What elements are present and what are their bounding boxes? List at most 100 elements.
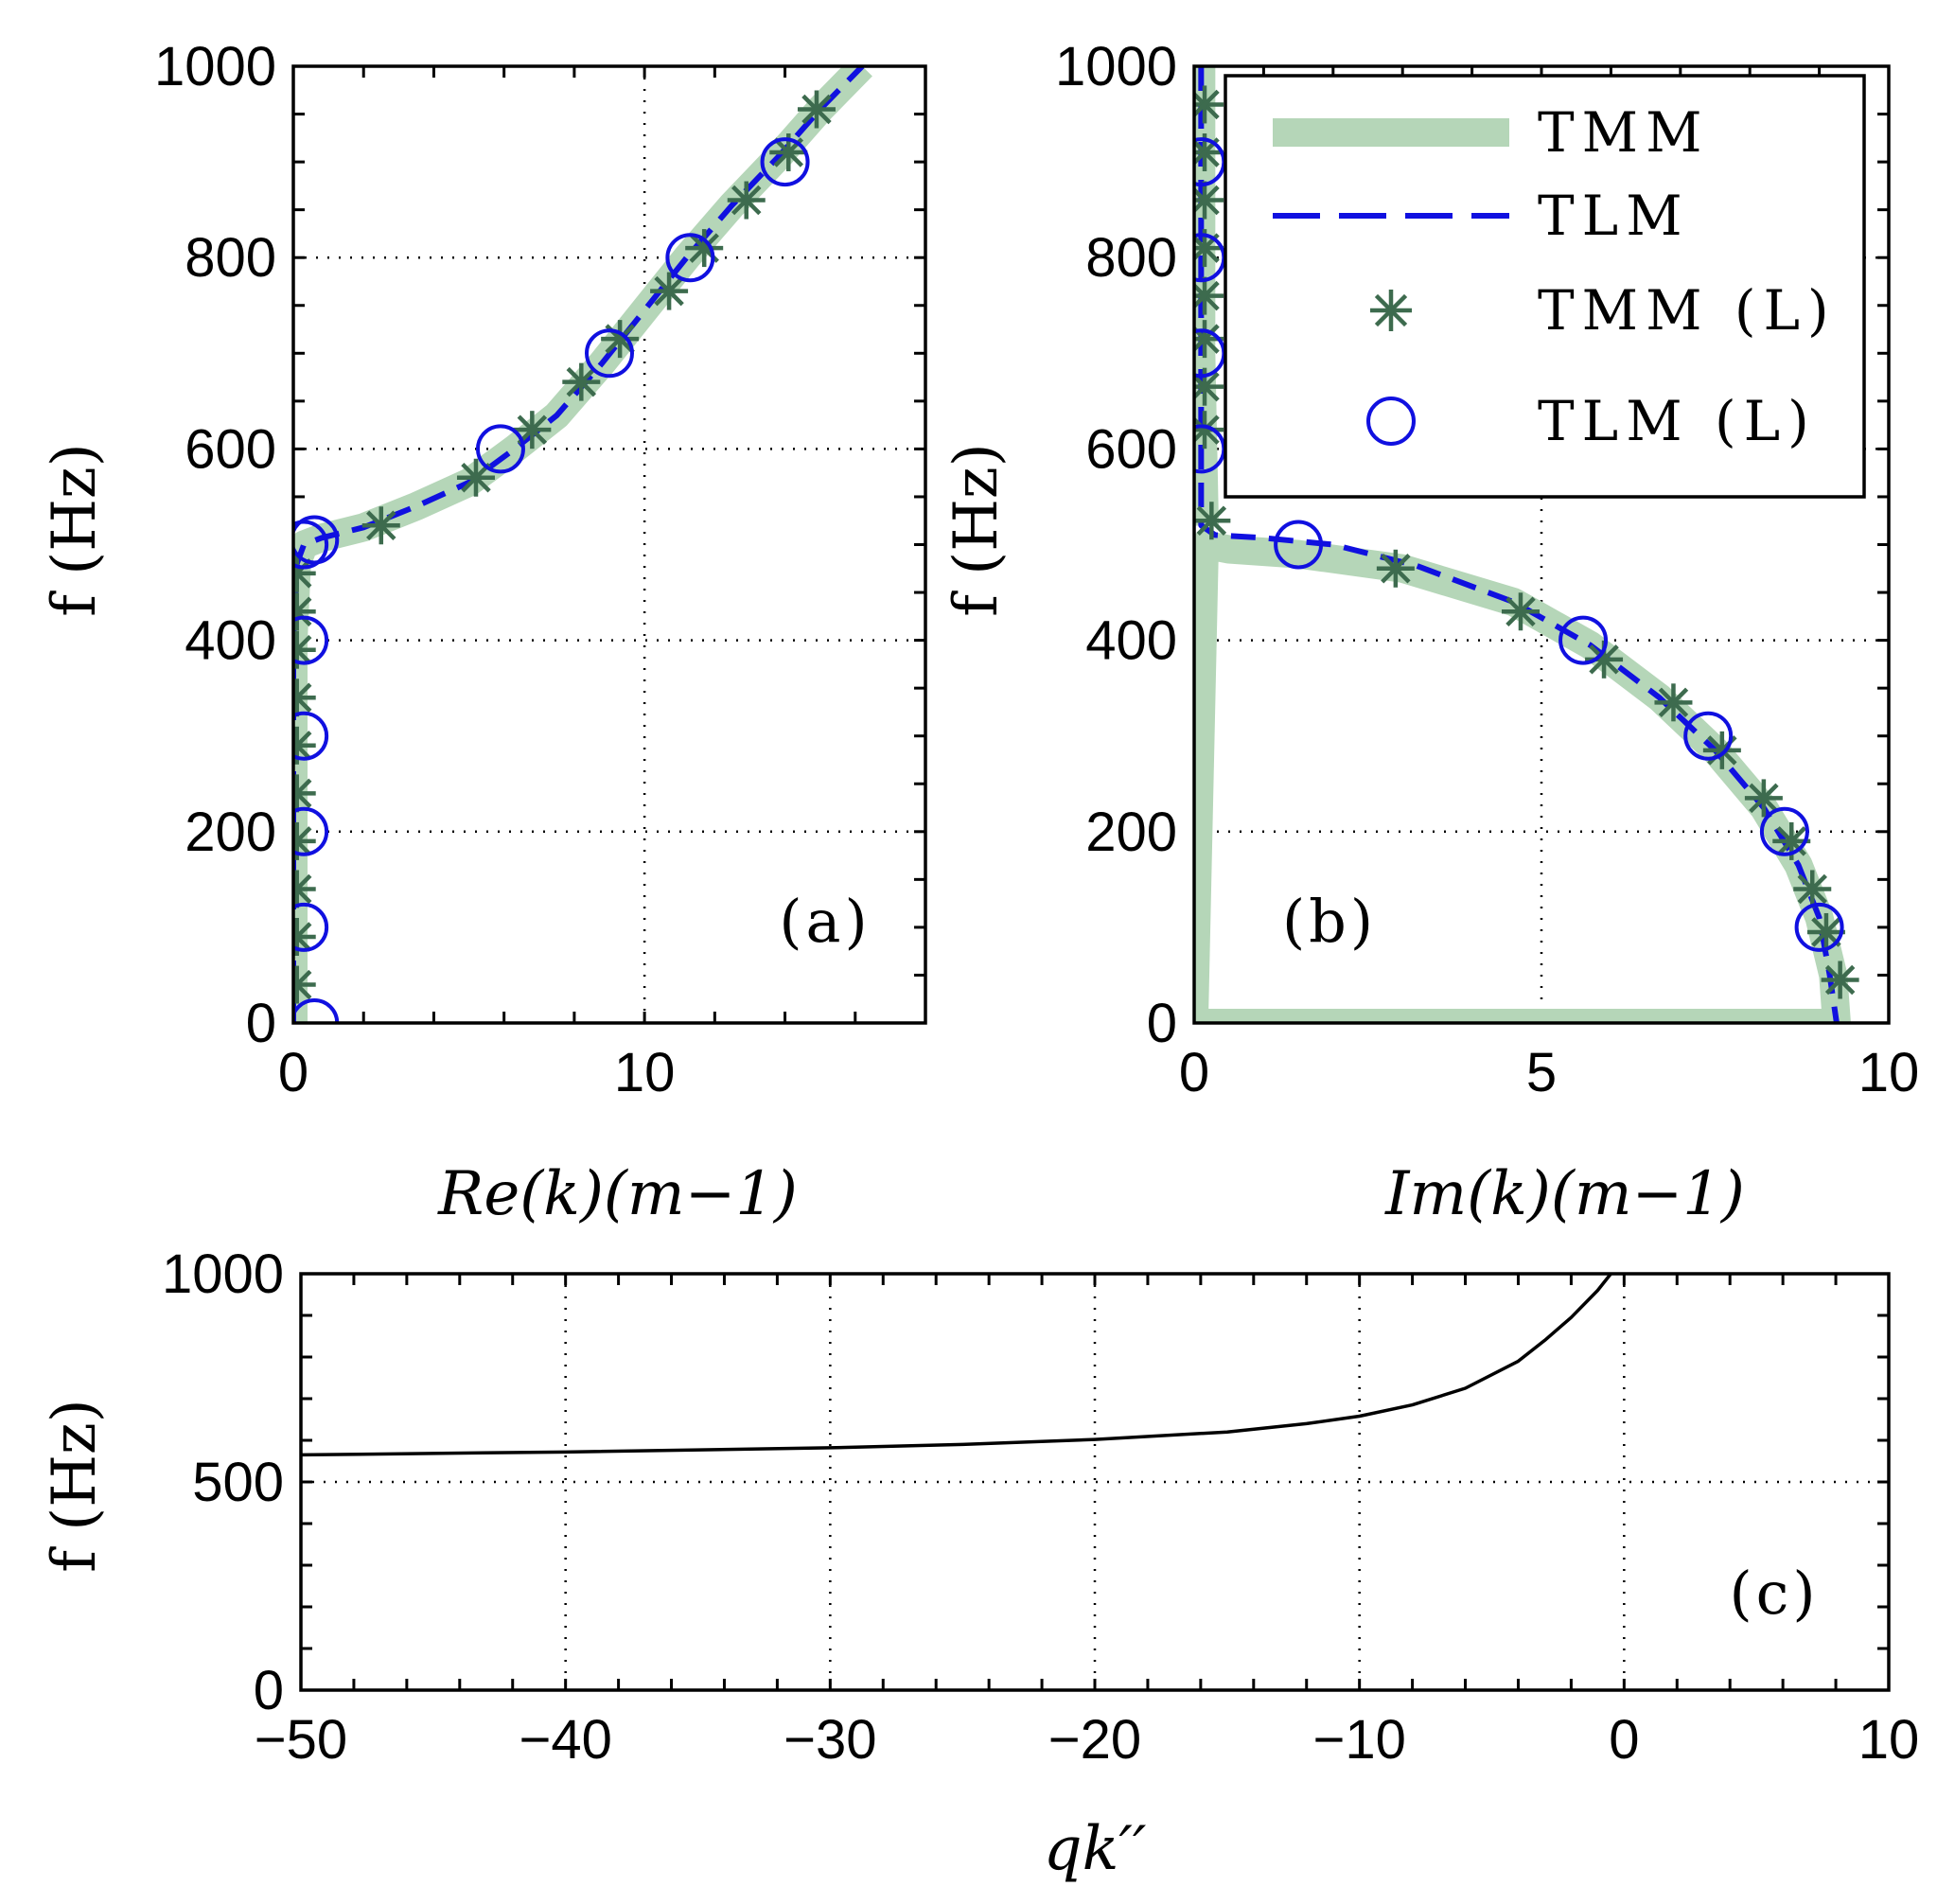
marker-star-stroke bbox=[1749, 783, 1779, 814]
x-tick-label: 0 bbox=[278, 1042, 308, 1103]
marker-circle bbox=[293, 806, 329, 856]
y-axis-label: f (Hz) bbox=[40, 443, 110, 617]
marker-star-stroke bbox=[1506, 596, 1536, 627]
x-tick-label: 0 bbox=[1609, 1709, 1639, 1771]
marker-circle bbox=[1794, 902, 1844, 952]
x-tick-label: 10 bbox=[1858, 1709, 1920, 1771]
marker-star-stroke bbox=[689, 233, 719, 263]
marker-star-stroke bbox=[1381, 554, 1411, 584]
marker-star bbox=[1194, 85, 1224, 124]
panel-label: (c) bbox=[1729, 1559, 1819, 1628]
marker-star-stroke bbox=[293, 969, 312, 992]
y-tick-label: 400 bbox=[1085, 610, 1177, 672]
legend-entry-label: TMM bbox=[1538, 100, 1709, 165]
marker-star bbox=[293, 592, 316, 631]
series-line bbox=[301, 1274, 1612, 1457]
x-tick-label: −50 bbox=[255, 1709, 347, 1771]
marker-star bbox=[293, 774, 316, 813]
marker-star bbox=[1376, 549, 1415, 588]
marker-star bbox=[1793, 870, 1832, 908]
marker-circle bbox=[760, 137, 810, 187]
marker-circle bbox=[293, 615, 329, 665]
legend-entry-label: TLM bbox=[1538, 184, 1690, 248]
y-tick-label: 1000 bbox=[1055, 36, 1177, 97]
marker-star-stroke bbox=[566, 366, 597, 397]
marker-star bbox=[293, 679, 316, 717]
y-tick-label: 0 bbox=[1147, 993, 1177, 1054]
marker-star-stroke bbox=[731, 185, 762, 216]
marker-star-stroke bbox=[461, 462, 491, 493]
marker-circle bbox=[1274, 520, 1324, 570]
series-line-tmm bbox=[293, 66, 872, 1023]
marker-star-stroke bbox=[293, 873, 312, 896]
marker-star-stroke bbox=[1658, 687, 1689, 718]
x-tick-label: 10 bbox=[614, 1042, 676, 1103]
marker-star-stroke bbox=[366, 510, 396, 541]
marker-circle bbox=[293, 902, 329, 952]
marker-star-stroke bbox=[293, 731, 312, 752]
y-axis-label: f (Hz) bbox=[942, 443, 1012, 617]
marker-star-stroke bbox=[801, 94, 832, 125]
x-tick-label: 5 bbox=[1526, 1042, 1557, 1103]
marker-star-stroke bbox=[1824, 964, 1856, 996]
y-tick-label: 600 bbox=[1085, 418, 1177, 480]
legend-swatch-star bbox=[1370, 290, 1412, 331]
marker-star bbox=[1194, 502, 1231, 540]
legend-swatch-star-stroke bbox=[1374, 293, 1408, 327]
marker-star bbox=[361, 506, 400, 545]
y-tick-label: 400 bbox=[185, 610, 276, 672]
x-axis-label: Re(k)(m−1) bbox=[437, 1159, 798, 1229]
panel-label: (b) bbox=[1282, 887, 1377, 956]
marker-circle bbox=[293, 711, 329, 761]
x-tick-label: −40 bbox=[519, 1709, 611, 1771]
x-tick-label: −30 bbox=[784, 1709, 876, 1771]
y-tick-label: 0 bbox=[246, 993, 276, 1054]
plot-frame bbox=[299, 1272, 1891, 1692]
legend-entry-label: TMM (L) bbox=[1538, 278, 1837, 343]
marker-star bbox=[1654, 683, 1693, 722]
plot-frame bbox=[1192, 64, 1891, 1025]
plot-frame bbox=[291, 64, 927, 1025]
marker-star bbox=[1821, 961, 1859, 999]
marker-star-stroke bbox=[654, 275, 684, 307]
marker-star-stroke bbox=[1776, 826, 1806, 856]
legend-entry-label: TLM (L) bbox=[1538, 389, 1817, 453]
series-line-tlm bbox=[293, 66, 865, 1023]
y-tick-label: 500 bbox=[192, 1452, 284, 1513]
marker-circle bbox=[1683, 711, 1734, 761]
x-axis-label: qk′′ bbox=[1044, 1814, 1147, 1884]
marker-star-stroke bbox=[1797, 873, 1827, 905]
series-group bbox=[301, 1274, 1612, 1457]
x-tick-label: 0 bbox=[1179, 1042, 1209, 1103]
y-tick-label: 800 bbox=[185, 227, 276, 289]
y-axis-label: f (Hz) bbox=[40, 1399, 110, 1573]
x-tick-label: −10 bbox=[1312, 1709, 1405, 1771]
series-group bbox=[293, 66, 872, 1023]
panel-c: −50 −40 −30 −20 −10 0 10 0 500 1000 (c) f (Hz) qk′′ bbox=[40, 1243, 1919, 1884]
marker-star bbox=[293, 870, 316, 908]
y-tick-label: 1000 bbox=[154, 36, 276, 97]
marker-star-stroke bbox=[293, 778, 312, 801]
series-group bbox=[1194, 66, 1859, 1023]
legend: TMM TLM TMM (L) TLM (L) bbox=[1224, 74, 1866, 499]
x-tick-label: 10 bbox=[1858, 1042, 1920, 1103]
marker-star-stroke bbox=[293, 596, 312, 619]
marker-star-stroke bbox=[293, 826, 312, 848]
x-tick-label: −20 bbox=[1048, 1709, 1141, 1771]
marker-star bbox=[293, 554, 316, 592]
marker-star-stroke bbox=[293, 682, 312, 705]
marker-star bbox=[727, 181, 766, 220]
marker-star-stroke bbox=[1196, 505, 1227, 536]
marker-star bbox=[1744, 779, 1783, 818]
marker-star bbox=[513, 411, 552, 450]
y-tick-label: 200 bbox=[1085, 802, 1177, 863]
y-tick-label: 800 bbox=[1085, 227, 1177, 289]
marker-star bbox=[456, 458, 495, 497]
marker-star bbox=[1194, 181, 1224, 220]
marker-star bbox=[293, 965, 316, 1004]
marker-star bbox=[797, 90, 836, 129]
marker-circle bbox=[1558, 615, 1609, 665]
marker-star bbox=[1194, 411, 1224, 450]
panel-label: (a) bbox=[779, 887, 871, 956]
